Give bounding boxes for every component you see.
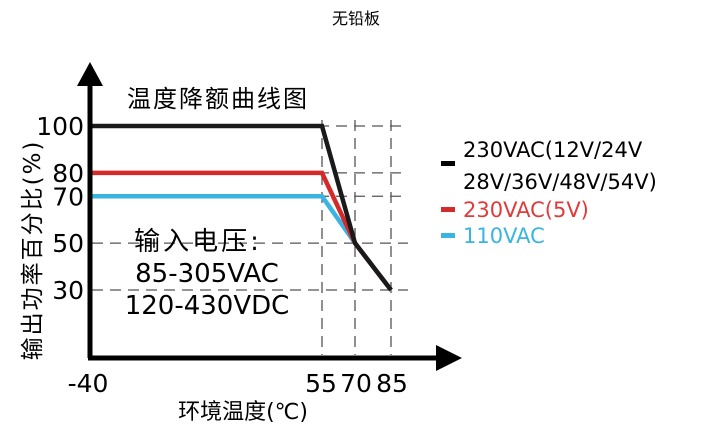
legend-label: 230VAC(5V) xyxy=(463,198,589,222)
input-note-line-2: 85-305VAC xyxy=(135,259,279,289)
legend-entry-110vac: 110VAC xyxy=(441,224,545,248)
x-tick-label: 85 xyxy=(376,369,408,398)
legend-label: 230VAC(12V/24V xyxy=(463,138,643,162)
legend-entry-230vac-5v: 230VAC(5V) xyxy=(441,198,589,222)
y-tick-label: 50 xyxy=(52,229,84,258)
x-tick-label: 70 xyxy=(340,369,372,398)
x-tick-label: 55 xyxy=(305,369,337,398)
series-line-0 xyxy=(90,123,393,292)
x-tick-label: -40 xyxy=(68,369,109,398)
legend-swatch xyxy=(441,233,455,238)
legend-swatch xyxy=(441,161,455,166)
x-axis-arrow xyxy=(436,345,462,371)
legend-label: 110VAC xyxy=(463,224,545,248)
page-title: 无铅板 xyxy=(332,9,380,28)
y-tick-label: 100 xyxy=(36,112,84,141)
axes xyxy=(77,62,462,371)
legend: 230VAC(12V/24V 28V/36V/48V/54V) 230VAC(5… xyxy=(441,138,657,248)
chart-title: 温度降额曲线图 xyxy=(127,85,309,113)
series-lines xyxy=(90,123,393,292)
input-note-line-3: 120-430VDC xyxy=(125,291,290,321)
y-axis-arrow xyxy=(77,62,103,86)
y-tick-label: 80 xyxy=(52,159,84,188)
input-note: 输入电压: 85-305VAC 120-430VDC xyxy=(125,227,290,321)
y-tick-label: 70 xyxy=(52,182,84,211)
legend-entry-230vac-multi: 230VAC(12V/24V 28V/36V/48V/54V) xyxy=(441,138,657,194)
legend-swatch xyxy=(441,207,455,212)
x-tick-labels: -40 55 70 85 xyxy=(68,369,408,398)
x-axis-label: 环境温度(℃) xyxy=(178,400,308,425)
legend-label: 28V/36V/48V/54V) xyxy=(463,170,657,194)
input-note-line-1: 输入电压: xyxy=(134,227,262,257)
y-axis-label: 输出功率百分比(%) xyxy=(20,140,46,361)
y-tick-label: 30 xyxy=(52,276,84,305)
